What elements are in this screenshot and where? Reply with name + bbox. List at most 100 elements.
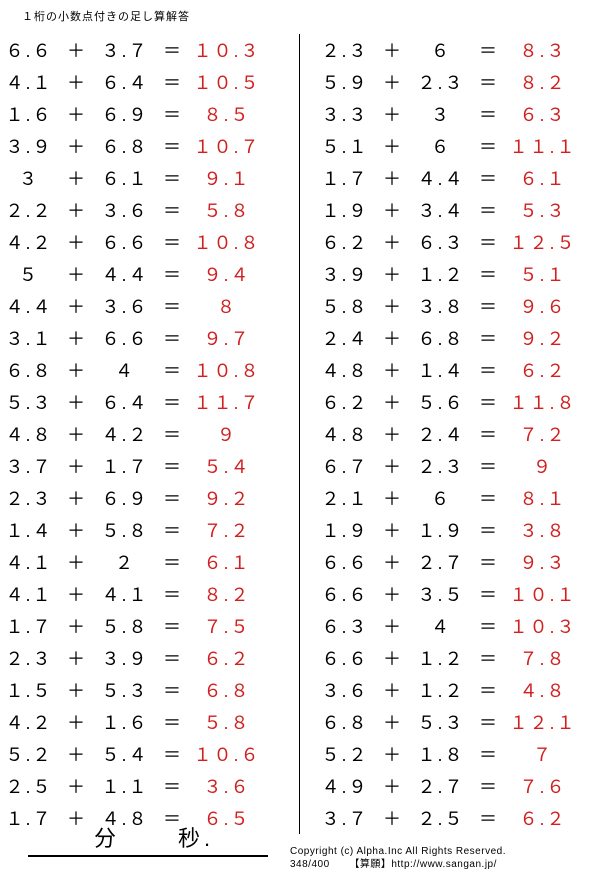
equals-sign: ＝ — [154, 261, 192, 287]
operand-b: ６.１ — [96, 165, 154, 191]
operand-a: ３.９ — [0, 133, 58, 159]
equation-row: １.４＋５.８＝７.２ — [0, 514, 299, 546]
equals-sign: ＝ — [470, 229, 508, 255]
operand-a: ３.３ — [316, 101, 374, 127]
equals-sign: ＝ — [470, 165, 508, 191]
operand-b: １.２ — [412, 645, 470, 671]
equation-row: ２.３＋６.９＝９.２ — [0, 482, 299, 514]
operand-b: ６ — [412, 133, 470, 159]
equation-row: ４.２＋６.６＝１０.８ — [0, 226, 299, 258]
equals-sign: ＝ — [154, 165, 192, 191]
operand-a: ３.７ — [0, 453, 58, 479]
equals-sign: ＝ — [154, 581, 192, 607]
operand-a: ２.３ — [0, 485, 58, 511]
plus-operator: ＋ — [374, 69, 412, 95]
equation-row: ５.２＋５.４＝１０.６ — [0, 738, 299, 770]
plus-operator: ＋ — [58, 453, 96, 479]
plus-operator: ＋ — [58, 101, 96, 127]
equals-sign: ＝ — [470, 421, 508, 447]
operand-b: ２ — [96, 549, 154, 575]
equation-row: ６.８＋４＝１０.８ — [0, 354, 299, 386]
operand-b: ４ — [412, 613, 470, 639]
equation-row: ４.１＋６.４＝１０.５ — [0, 66, 299, 98]
answer: ９ — [508, 453, 578, 479]
answer: ８.５ — [192, 101, 262, 127]
plus-operator: ＋ — [58, 517, 96, 543]
equation-row: ５＋４.４＝９.４ — [0, 258, 299, 290]
operand-b: ４.２ — [96, 421, 154, 447]
equation-row: ６.３＋４＝１０.３ — [300, 610, 600, 642]
plus-operator: ＋ — [374, 165, 412, 191]
answer: ９.４ — [192, 261, 262, 287]
answer: ９ — [192, 421, 262, 447]
answer: １０.８ — [192, 357, 262, 383]
plus-operator: ＋ — [374, 133, 412, 159]
operand-b: ３ — [412, 101, 470, 127]
plus-operator: ＋ — [374, 293, 412, 319]
equals-sign: ＝ — [470, 773, 508, 799]
seconds-label: 秒. — [178, 821, 214, 853]
answer: ６.１ — [508, 165, 578, 191]
equation-row: ４.８＋４.２＝９ — [0, 418, 299, 450]
plus-operator: ＋ — [374, 261, 412, 287]
operand-b: ３.９ — [96, 645, 154, 671]
equals-sign: ＝ — [470, 325, 508, 351]
answer: １２.５ — [508, 229, 578, 255]
answer: ９.２ — [192, 485, 262, 511]
equals-sign: ＝ — [470, 805, 508, 831]
plus-operator: ＋ — [58, 325, 96, 351]
plus-operator: ＋ — [58, 229, 96, 255]
operand-a: １.７ — [0, 805, 58, 831]
operand-b: ６.８ — [96, 133, 154, 159]
operand-a: ４.４ — [0, 293, 58, 319]
operand-b: ２.７ — [412, 549, 470, 575]
operand-a: １.９ — [316, 197, 374, 223]
site-link: 【算願】http://www.sangan.jp/ — [349, 859, 497, 870]
operand-b: １.８ — [412, 741, 470, 767]
answer: ７.６ — [508, 773, 578, 799]
answer: ８ — [192, 293, 262, 319]
equals-sign: ＝ — [154, 485, 192, 511]
equals-sign: ＝ — [154, 389, 192, 415]
equation-row: ５.９＋２.３＝８.２ — [300, 66, 600, 98]
equation-row: ６.８＋５.３＝１２.１ — [300, 706, 600, 738]
equation-row: ５.２＋１.８＝７ — [300, 738, 600, 770]
plus-operator: ＋ — [374, 325, 412, 351]
operand-a: ４.２ — [0, 709, 58, 735]
equation-row: ５.１＋６＝１１.１ — [300, 130, 600, 162]
answer: ９.２ — [508, 325, 578, 351]
operand-b: ５.３ — [96, 677, 154, 703]
operand-b: ３.６ — [96, 197, 154, 223]
answer: ９.３ — [508, 549, 578, 575]
plus-operator: ＋ — [374, 453, 412, 479]
answer: １１.１ — [508, 133, 578, 159]
equation-row: １.７＋５.８＝７.５ — [0, 610, 299, 642]
equals-sign: ＝ — [470, 197, 508, 223]
equation-row: ６.６＋３.５＝１０.１ — [300, 578, 600, 610]
operand-b: １.２ — [412, 677, 470, 703]
operand-b: ２.４ — [412, 421, 470, 447]
answer: １０.６ — [192, 741, 262, 767]
equation-row: ５.８＋３.８＝９.６ — [300, 290, 600, 322]
answer: ９.７ — [192, 325, 262, 351]
equation-row: ６.７＋２.３＝９ — [300, 450, 600, 482]
equation-row: １.９＋１.９＝３.８ — [300, 514, 600, 546]
equals-sign: ＝ — [470, 549, 508, 575]
equals-sign: ＝ — [154, 421, 192, 447]
answer: ３.６ — [192, 773, 262, 799]
operand-b: ３.７ — [96, 37, 154, 63]
answer: １１.８ — [508, 389, 578, 415]
operand-a: ６.２ — [316, 229, 374, 255]
operand-a: １.７ — [316, 165, 374, 191]
plus-operator: ＋ — [58, 613, 96, 639]
operand-b: １.７ — [96, 453, 154, 479]
operand-a: ４.９ — [316, 773, 374, 799]
answer: １０.１ — [508, 581, 578, 607]
answer: ５.８ — [192, 197, 262, 223]
answer: １０.７ — [192, 133, 262, 159]
plus-operator: ＋ — [374, 37, 412, 63]
equation-row: ２.２＋３.６＝５.８ — [0, 194, 299, 226]
operand-b: ６.４ — [96, 389, 154, 415]
operand-b: ３.５ — [412, 581, 470, 607]
plus-operator: ＋ — [58, 389, 96, 415]
